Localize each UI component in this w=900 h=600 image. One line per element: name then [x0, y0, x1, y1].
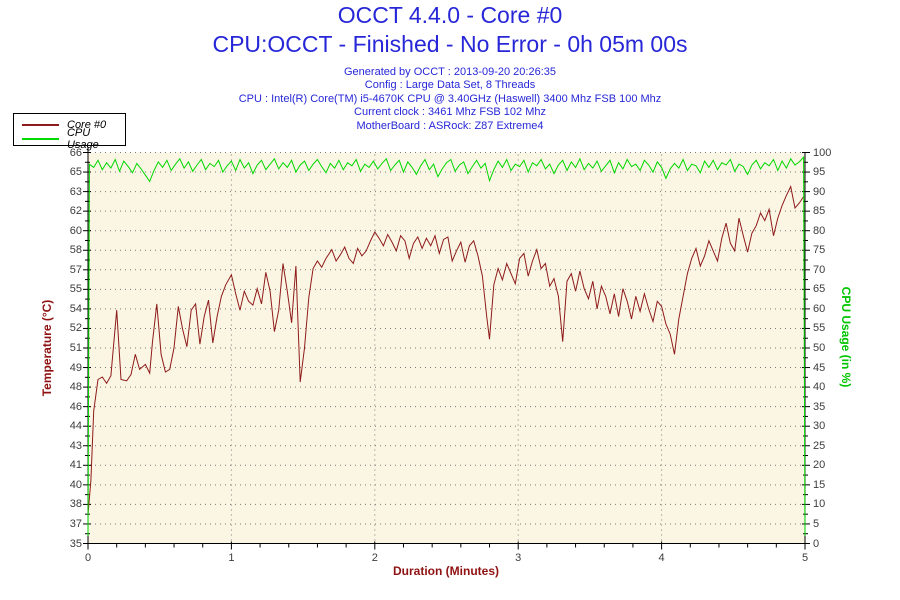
temp-tick-60: 60 — [69, 224, 82, 237]
page-title: OCCT 4.4.0 - Core #0 — [337, 2, 563, 28]
cpu-tick-20: 20 — [813, 459, 826, 472]
series-line-cpu-usage — [87, 155, 806, 536]
duration-tick-3: 3 — [515, 551, 522, 564]
temp-tick-48: 48 — [69, 381, 82, 394]
x-axis-title: Duration (Minutes) — [393, 564, 499, 578]
duration-tick-1: 1 — [228, 551, 235, 564]
temp-axis-title: Temperature (°C) — [40, 299, 54, 397]
info-config: Config : Large Data Set, 8 Threads — [364, 79, 536, 92]
temp-tick-66: 66 — [69, 146, 82, 159]
temp-tick-37: 37 — [69, 517, 82, 530]
temp-tick-63: 63 — [69, 185, 82, 198]
legend-item-cpu-usage: CPU Usage — [14, 127, 125, 151]
cpu-tick-85: 85 — [813, 205, 826, 218]
info-generated: Generated by OCCT : 2013-09-20 20:26:35 — [344, 66, 556, 78]
cpu-tick-15: 15 — [813, 478, 826, 491]
cpu-tick-35: 35 — [813, 400, 826, 413]
legend-label-core0: Core #0 — [67, 119, 107, 131]
temp-tick-43: 43 — [69, 439, 82, 452]
legend-label-cpu-usage: CPU Usage — [66, 127, 99, 151]
chart-legend: Core #0 CPU Usage — [13, 113, 126, 151]
page-subtitle: CPU:OCCT - Finished - No Error - 0h 05m … — [212, 31, 688, 57]
temp-tick-52: 52 — [69, 322, 82, 335]
cpu-tick-70: 70 — [813, 263, 826, 276]
info-motherboard: MotherBoard : ASRock: Z87 Extreme4 — [356, 119, 544, 132]
temp-tick-35: 35 — [69, 537, 82, 550]
cpu-tick-50: 50 — [813, 342, 826, 354]
series-line-core-0 — [87, 185, 805, 515]
temp-tick-65: 65 — [69, 166, 82, 179]
duration-tick-4: 4 — [658, 551, 665, 564]
temp-tick-46: 46 — [69, 400, 82, 413]
duration-tick-2: 2 — [371, 551, 378, 564]
cpu-tick-45: 45 — [813, 361, 826, 374]
cpu-tick-25: 25 — [813, 439, 826, 452]
cpu-tick-65: 65 — [813, 283, 826, 296]
info-current-clock: Current clock : 3461 Mhz FSB 102 Mhz — [354, 106, 546, 119]
cpu-tick-40: 40 — [813, 381, 826, 394]
temp-tick-49: 49 — [69, 361, 82, 374]
cpu-usage-line-swatch — [22, 138, 59, 140]
temp-tick-51: 51 — [69, 342, 82, 354]
temp-tick-38: 38 — [69, 498, 82, 511]
temp-tick-54: 54 — [69, 302, 82, 315]
cpu-tick-95: 95 — [813, 166, 826, 179]
temp-tick-40: 40 — [69, 478, 82, 491]
temp-tick-55: 55 — [69, 283, 82, 296]
cpu-tick-10: 10 — [813, 498, 826, 511]
cpu-tick-0: 0 — [813, 537, 820, 550]
info-block: Generated by OCCT : 2013-09-20 20:26:35 … — [0, 66, 900, 133]
info-cpu: CPU : Intel(R) Core(TM) i5-4670K CPU @ 3… — [238, 92, 662, 105]
temp-tick-58: 58 — [69, 244, 82, 257]
cpu-tick-5: 5 — [813, 517, 820, 530]
duration-tick-0: 0 — [84, 551, 92, 564]
temp-tick-44: 44 — [69, 420, 82, 433]
cpu-tick-75: 75 — [813, 244, 826, 257]
cpu-tick-55: 55 — [813, 322, 826, 335]
cpu-tick-30: 30 — [813, 420, 826, 433]
cpu-tick-100: 100 — [813, 146, 832, 159]
temp-tick-57: 57 — [69, 263, 82, 276]
legend-item-core0: Core #0 — [14, 118, 125, 132]
cpu-tick-60: 60 — [813, 302, 826, 315]
temp-tick-41: 41 — [69, 459, 82, 472]
core0-line-swatch — [22, 124, 59, 126]
duration-tick-5: 5 — [801, 551, 809, 564]
temp-tick-62: 62 — [69, 205, 82, 218]
cpu-tick-80: 80 — [813, 224, 826, 237]
cpu-axis-title: CPU Usage (in %) — [839, 286, 853, 388]
cpu-tick-90: 90 — [813, 185, 826, 198]
